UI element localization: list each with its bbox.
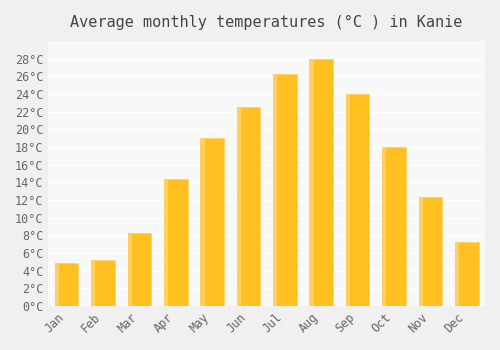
Bar (164, 178, 168, 306)
Bar (54, 264, 78, 306)
Bar (91, 260, 115, 306)
Title: Average monthly temperatures (°C ) in Kanie: Average monthly temperatures (°C ) in Ka… (70, 15, 463, 30)
Bar (54, 264, 59, 306)
Bar (418, 197, 423, 306)
Bar (273, 74, 278, 306)
Bar (382, 147, 406, 306)
Bar (310, 60, 314, 306)
Bar (418, 197, 442, 306)
Bar (91, 260, 96, 306)
Bar (273, 74, 296, 306)
Bar (455, 242, 478, 306)
Bar (128, 233, 132, 306)
Bar (128, 233, 151, 306)
Bar (310, 60, 333, 306)
Bar (200, 138, 224, 306)
Bar (455, 242, 459, 306)
Bar (346, 94, 350, 306)
Bar (346, 94, 370, 306)
Bar (236, 107, 260, 306)
Bar (164, 178, 188, 306)
Bar (236, 107, 241, 306)
Bar (382, 147, 386, 306)
Bar (200, 138, 204, 306)
